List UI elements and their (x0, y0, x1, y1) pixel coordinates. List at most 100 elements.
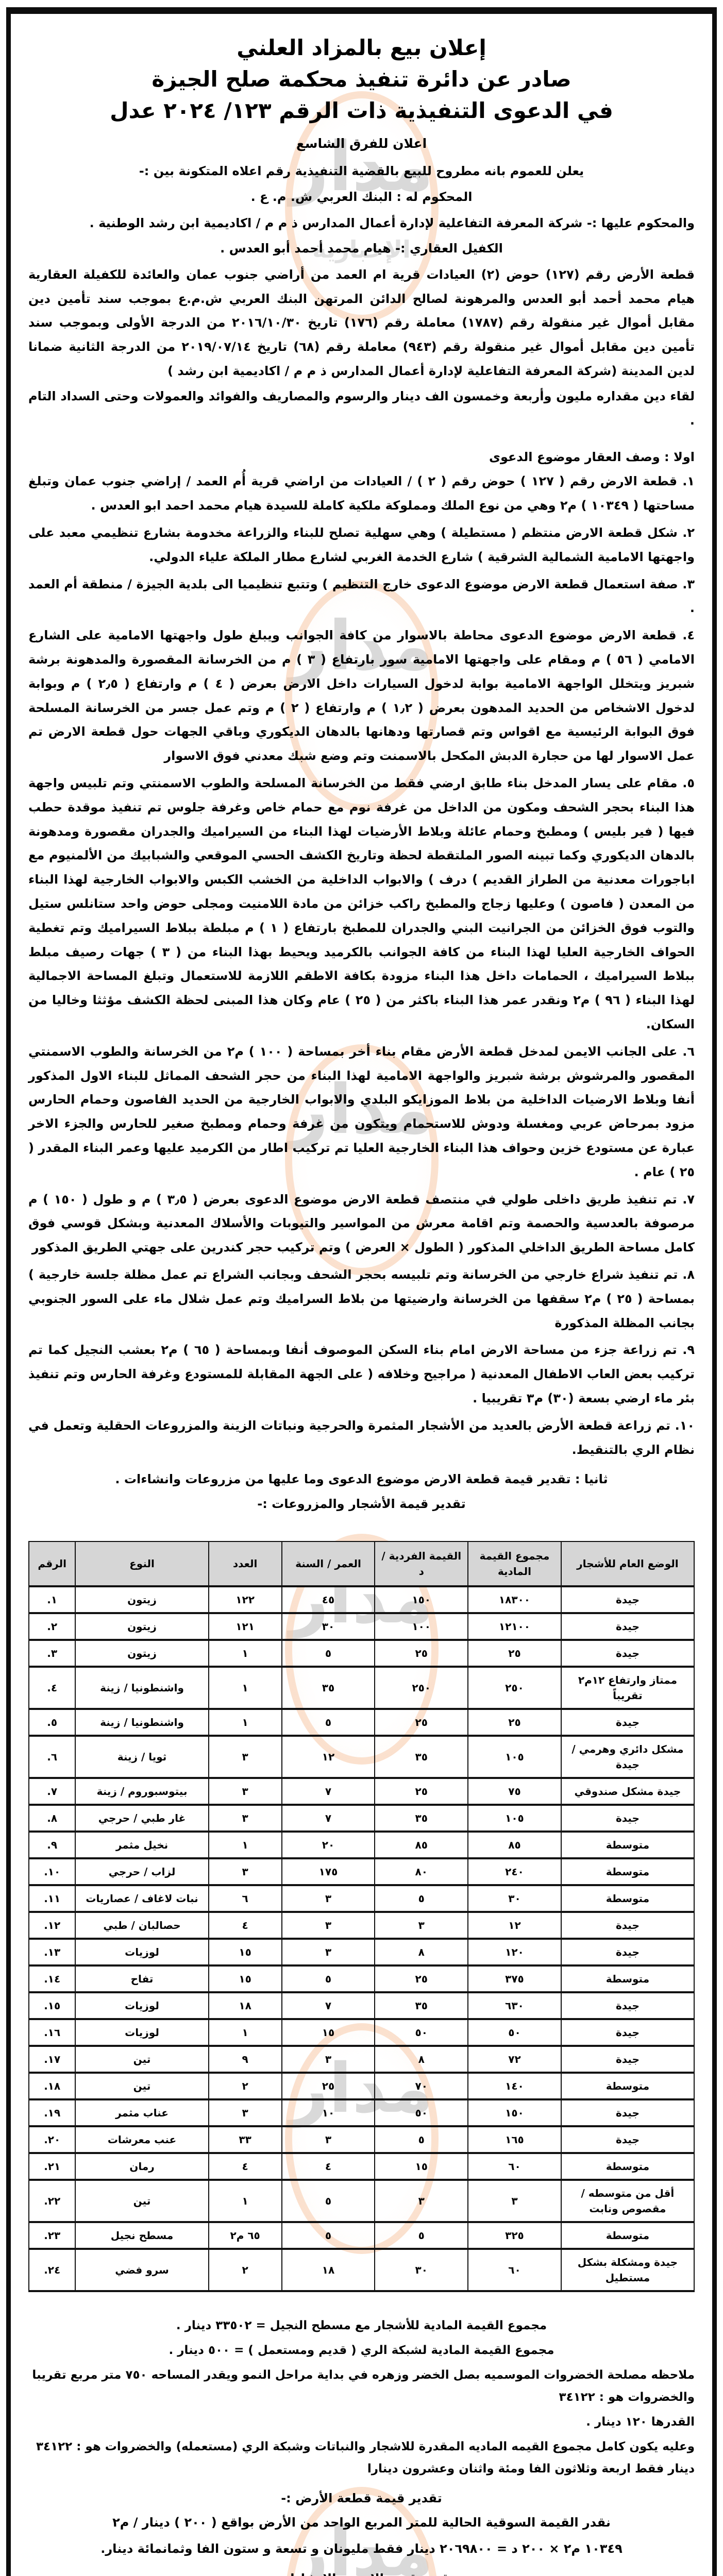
cell-type: زيتون (75, 1639, 209, 1668)
creditor-label: المحكوم له : (396, 190, 473, 205)
col-unit-value: القيمة الفردية / د (374, 1541, 469, 1588)
cell-state: جيدة (560, 1804, 695, 1833)
cell-type: رمان (75, 2153, 209, 2181)
cell-number: ١٧. (28, 2045, 76, 2074)
cell-state: جيدة (560, 1613, 695, 1641)
cell-age: ٤٥ (281, 1586, 376, 1615)
irrigation-total: مجموع القيمة المادية لشبكة الري ( قديم و… (169, 2344, 554, 2357)
table-row: جيدة ١٢ ٣ ٣ ٤ حصالبان / طبي ١٢. (28, 1911, 695, 1940)
cell-total: ١٥٠ (467, 2099, 562, 2128)
cell-number: ٥. (28, 1708, 76, 1737)
cell-age: ٥ (281, 1965, 376, 1994)
cell-total: ٢٤٠ (467, 1858, 562, 1887)
section-one-heading: اولا : وصف العقار موضوع الدعوى (489, 450, 695, 465)
table-row: مشكل دائري وهرمي / جيدة ١٠٥ ٣٥ ١٢ ٣ ثويا… (28, 1735, 695, 1780)
cell-age: ٤ (281, 2153, 376, 2181)
cell-count: ٢ (208, 2072, 282, 2101)
cell-count: ٣ (208, 1858, 282, 1887)
cell-state: جيدة مشكل صندوقي (560, 1777, 695, 1806)
cell-count: ٣ (208, 1804, 282, 1833)
cell-type: نبات لاغاف / عصاريات (75, 1885, 209, 1913)
vegetables-value: القدرها ١٢٠ دينار . (586, 2415, 695, 2429)
cell-type: سرو فضي (75, 2248, 209, 2293)
cell-total: ١٨٣٠٠ (467, 1586, 562, 1615)
table-row: جيدة ١٢١٠٠ ١٠٠ ٣٠ ١٢١ زيتون ٢. (28, 1613, 695, 1641)
list-item: ٤. قطعة الارض موضوع الدعوى محاطة بالاسوا… (28, 628, 695, 764)
cell-unit: ٣٥ (374, 1992, 469, 2021)
cell-type: حصالبان / طبي (75, 1911, 209, 1940)
cell-state: متوسطة (560, 2222, 695, 2250)
cell-total: ٣٢٥ (467, 2222, 562, 2250)
section-two-subheading: تقدير قيمة الأشجار والمزروعات :- (257, 1497, 466, 1512)
cell-number: ١٣. (28, 1938, 76, 1967)
cell-count: ٣٣ (208, 2126, 282, 2155)
cell-count: ١ (208, 1639, 282, 1668)
cell-number: ١٢. (28, 1911, 76, 1940)
cell-number: ٢٠. (28, 2126, 76, 2155)
cell-unit: ٢٥ (374, 1639, 469, 1668)
cell-state: جيدة (560, 1938, 695, 1967)
page-title: إعلان بيع بالمزاد العلني صادر عن دائرة ت… (28, 32, 695, 127)
cell-state: جيدة (560, 1911, 695, 1940)
announcement-subtitle: اعلان للفرق الشاسع (296, 135, 427, 151)
cell-state: جيدة (560, 2019, 695, 2047)
cell-state: جيدة (560, 2045, 695, 2074)
table-row: جيدة ١٨٣٠٠ ١٥٠ ٤٥ ١٢٢ زيتون ١. (28, 1586, 695, 1615)
cell-unit: ٢٥ (374, 1708, 469, 1737)
cell-unit: ٥ (374, 2126, 469, 2155)
cell-total: ٣ (467, 2179, 562, 2224)
cell-age: ١٨ (281, 2248, 376, 2293)
cell-count: ٣ (208, 1777, 282, 1806)
cell-state: جيدة (560, 1586, 695, 1615)
cell-total: ١٢ (467, 1911, 562, 1940)
cell-type: تين (75, 2179, 209, 2224)
valuation-table: الوضع العام للأشجار مجموع القيمة المادية… (28, 1541, 695, 2293)
cell-total: ٦٠ (467, 2248, 562, 2293)
cell-age: ٥ (281, 1708, 376, 1737)
cell-number: ١٨. (28, 2072, 76, 2101)
guarantor-label: الكفيل العقاري :- (395, 241, 503, 256)
debtor-label: والمحكوم عليها :- (586, 216, 695, 231)
cell-type: واشنطونيا / زينة (75, 1708, 209, 1737)
list-item: ٢. شكل قطعة الارض منتظم ( مستطيلة ) وهي … (28, 526, 695, 564)
trees-total: مجموع القيمة المادية للأشجار مع مسطح الن… (176, 2319, 547, 2333)
cell-state: ممتاز وارتفاع ١٢م٢ تقريباً (560, 1666, 695, 1710)
cell-total: ٣٠ (467, 1885, 562, 1913)
cell-number: ٢٣. (28, 2222, 76, 2250)
cell-age: ١٠ (281, 2099, 376, 2128)
cell-unit: ٧٠ (374, 2072, 469, 2101)
cell-age: ٣ (281, 2045, 376, 2074)
list-item: ٦. على الجانب الايمن لمدخل قطعة الأرض مق… (28, 1044, 695, 1179)
cell-unit: ٣ (374, 1911, 469, 1940)
cell-type: بيتوسبوروم / زينة (75, 1777, 209, 1806)
cell-count: ٦ (208, 1885, 282, 1913)
table-row: متوسطة ٨٥ ٨٥ ٢٠ ١ نخيل مثمر ٩. (28, 1831, 695, 1860)
list-item: ١٠. تم زراعة قطعة الأرض بالعديد من الأشج… (28, 1418, 695, 1457)
title-line-2: صادر عن دائرة تنفيذ محكمة صلح الجيزة (152, 66, 571, 92)
cell-total: ٦٠ (467, 2153, 562, 2181)
cell-type: تين (75, 2072, 209, 2101)
cell-unit: ٥ (374, 2222, 469, 2250)
col-type: النوع (75, 1541, 209, 1588)
cell-total: ١٦٥ (467, 2126, 562, 2155)
cell-total: ٧٥ (467, 1777, 562, 1806)
cell-state: مشكل دائري وهرمي / جيدة (560, 1735, 695, 1780)
cell-age: ١٢ (281, 1735, 376, 1780)
list-item: ٧. تم تنفيذ طريق داخلى طولي في منتصف قطع… (28, 1192, 695, 1255)
cell-state: متوسطة (560, 2153, 695, 2181)
table-row: جيدة ١٠٥ ٣٥ ٧ ٣ غار طبي / حرجي ٨. (28, 1804, 695, 1833)
cell-count: ٣ (208, 1735, 282, 1780)
cell-age: ٥ (281, 2179, 376, 2224)
cell-state: متوسطة (560, 1965, 695, 1994)
cell-number: ١٠. (28, 1858, 76, 1887)
cell-unit: ٥٠ (374, 2099, 469, 2128)
cell-number: ٢٤. (28, 2248, 76, 2293)
cell-age: ٣ (281, 1938, 376, 1967)
guarantor-value: هيام محمد أحمد أبو العدس . (220, 241, 391, 256)
cell-number: ١٦. (28, 2019, 76, 2047)
cell-number: ٧. (28, 1777, 76, 1806)
cell-unit: ٨٥ (374, 1831, 469, 1860)
cell-age: ٣ (281, 1911, 376, 1940)
col-number: الرقم (28, 1541, 76, 1588)
